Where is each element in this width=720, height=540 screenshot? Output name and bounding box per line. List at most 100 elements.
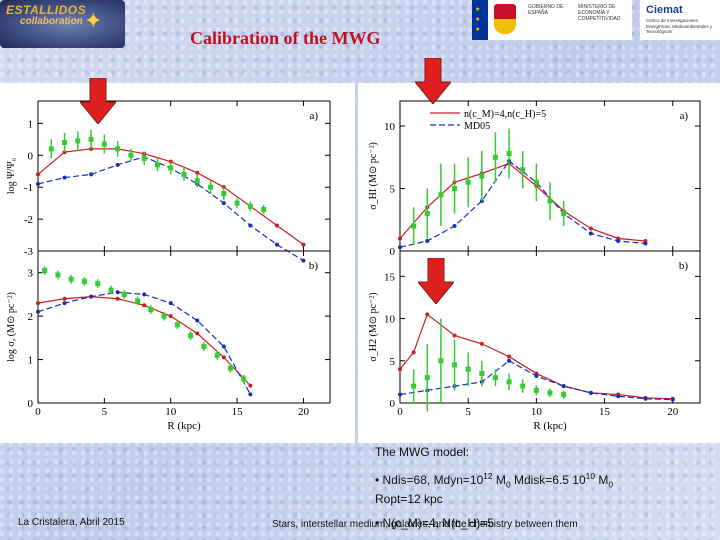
data-point: [55, 272, 61, 278]
series-marker: [507, 354, 512, 359]
data-point: [561, 392, 567, 398]
series-marker: [36, 172, 40, 177]
data-point: [208, 184, 214, 190]
y-tick-label: 10: [384, 314, 396, 326]
data-point: [465, 366, 471, 372]
y-tick-label: -1: [24, 182, 33, 194]
series-marker: [534, 373, 539, 378]
panel-label: b): [679, 260, 689, 272]
data-point: [154, 162, 160, 168]
x-axis-label: R (kpc): [167, 420, 201, 432]
data-point: [506, 379, 512, 385]
data-point: [214, 352, 220, 358]
right-chart-svg: 0 5 10 σ_HI (M⊙ pc⁻²) a) n(c_M)=4,n(c_H)=5MD0…: [368, 100, 701, 432]
data-point: [121, 291, 127, 297]
y-tick-label: -2: [24, 214, 33, 226]
param-text: M: [594, 473, 609, 487]
data-point: [492, 154, 498, 160]
data-point: [227, 365, 233, 371]
series-marker: [425, 312, 430, 317]
y-tick-label: 5: [390, 356, 396, 368]
data-point: [221, 191, 227, 197]
arrow-down-icon: [80, 78, 116, 124]
series-marker: [115, 162, 120, 167]
data-point: [547, 390, 553, 396]
series-marker: [36, 309, 40, 314]
footer-center: Stars, interstellar medium, galaxies, an…: [272, 519, 578, 530]
arrow-down-icon: [415, 58, 451, 104]
data-point: [452, 362, 458, 368]
series-marker: [195, 318, 200, 323]
series-marker: [221, 201, 226, 206]
series-marker: [221, 344, 226, 349]
y-axis-label: σ_H2 (M⊙ pc⁻²): [368, 292, 379, 361]
data-point: [547, 198, 553, 204]
gobierno-logo: ★ ★ ★ GOBIERNO DE ESPAÑA MINISTERIO DE ECO…: [472, 0, 632, 40]
series-line: [37, 291, 251, 395]
series-marker: [301, 258, 306, 263]
series-marker: [588, 390, 593, 395]
series-marker: [195, 331, 200, 336]
eu-flag-icon: ★ ★ ★: [472, 0, 488, 40]
y-tick-label: -3: [24, 246, 34, 258]
left-chart-svg: -3 -2 -1 0 1 log Ψ/Ψ₀ a) 0 5 10 15 20 0 1 2 3 log σ, (M⊙…: [6, 100, 331, 432]
series-marker: [411, 350, 416, 355]
data-point: [128, 152, 134, 158]
series-marker: [142, 292, 147, 297]
data-point: [533, 387, 539, 393]
data-point: [234, 200, 240, 206]
data-point: [42, 268, 48, 274]
panel-label: b): [309, 260, 319, 272]
series-marker: [115, 296, 120, 301]
series-marker: [195, 170, 200, 175]
series-marker: [452, 333, 457, 338]
series-marker: [507, 358, 512, 363]
model-params: • Ndis=68, Mdyn=1012 M0 Mdisk=6.5 1010 M…: [375, 469, 613, 507]
arrow-down-icon: [418, 258, 454, 304]
legend-label: MD05: [464, 121, 490, 132]
series-marker: [616, 239, 621, 243]
ciemat-name: Ciemat: [646, 4, 683, 16]
ciemat-subtitle: Centro de Investigaciones Energéticas, M…: [646, 18, 713, 34]
param-text: • Ndis=68, Mdyn=10: [375, 473, 484, 487]
param-text: Mdisk=6.5 10: [510, 473, 586, 487]
data-point: [561, 211, 567, 216]
series-marker: [398, 236, 402, 241]
x-tick-label: 0: [397, 406, 403, 418]
y-tick-label: 1: [28, 355, 34, 367]
series-marker: [36, 181, 40, 186]
series-marker: [643, 396, 648, 401]
param-exp: 10: [585, 471, 595, 481]
data-point: [148, 307, 154, 313]
star-icon: ✦: [84, 8, 103, 33]
data-point: [411, 223, 417, 229]
x-tick-label: 15: [232, 406, 244, 418]
series-marker: [168, 314, 173, 319]
series-marker: [301, 242, 306, 247]
series-marker: [142, 303, 147, 308]
model-description: The MWG model: • Ndis=68, Mdyn=1012 M0 M…: [375, 445, 613, 540]
data-point: [88, 136, 94, 142]
series-marker: [221, 355, 226, 360]
x-tick-label: 10: [165, 406, 177, 418]
data-point: [181, 171, 187, 177]
data-point: [161, 313, 167, 319]
y-tick-label: 5: [390, 184, 396, 196]
data-point: [48, 146, 54, 152]
series-marker: [62, 175, 67, 180]
gov-text-2: MINISTERIO DE ECONOMÍA Y COMPETITIVIDAD: [578, 4, 621, 22]
data-point: [261, 207, 267, 213]
series-marker: [36, 301, 40, 306]
series-marker: [168, 301, 173, 306]
y-axis-label: log Ψ/Ψ₀: [6, 157, 17, 194]
series-marker: [398, 392, 402, 397]
data-point: [533, 179, 539, 185]
y-tick-label: 0: [390, 398, 396, 410]
series-marker: [89, 146, 94, 151]
series-marker: [398, 245, 402, 250]
data-point: [438, 192, 444, 198]
param-exp: 12: [483, 471, 493, 481]
data-point: [424, 375, 430, 381]
data-point: [141, 155, 147, 161]
data-point: [174, 322, 180, 328]
